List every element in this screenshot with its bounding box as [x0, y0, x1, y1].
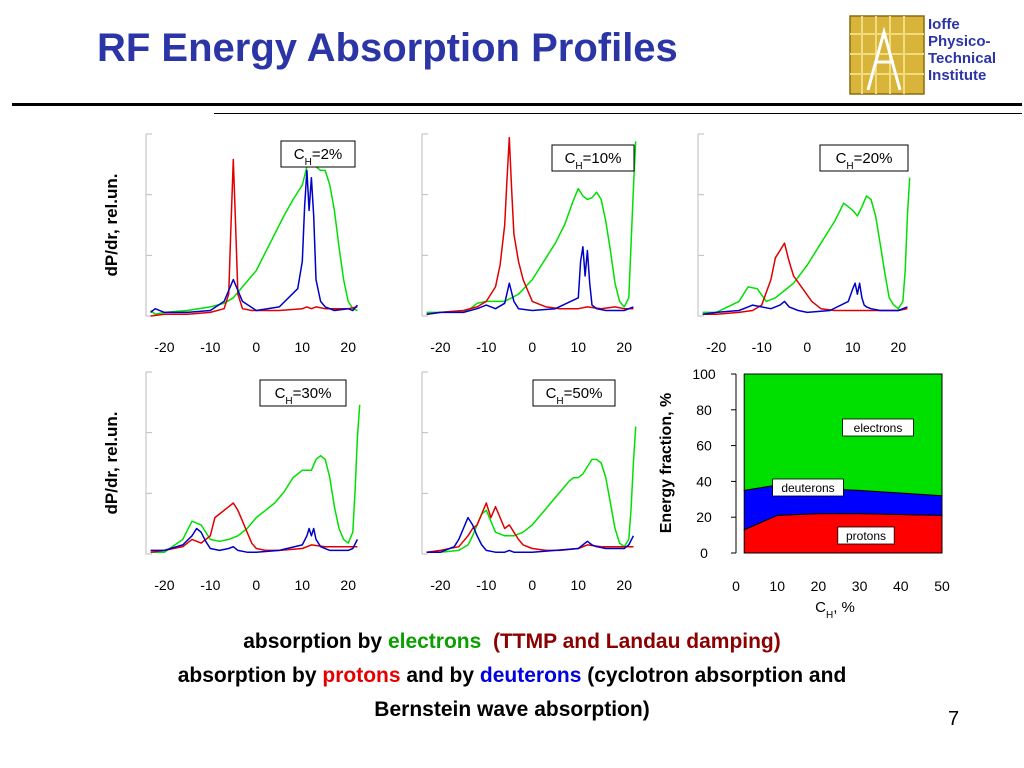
panel-label: CH=30% — [275, 385, 332, 407]
series-line — [426, 141, 637, 314]
caption-protons: protons — [322, 664, 401, 687]
x-tick-label: 10 — [294, 339, 310, 355]
title-rule-thin — [214, 113, 1022, 114]
institute-logo — [849, 15, 925, 95]
area-label-box — [837, 526, 895, 545]
area-label-electrons: electrons — [854, 421, 903, 435]
x-tick-label: -20 — [154, 577, 174, 593]
series-line — [150, 502, 358, 553]
y-tick-label: 40 — [696, 473, 712, 489]
page-number: 7 — [948, 708, 960, 730]
panel-label: CH=50% — [546, 385, 603, 407]
series-line — [150, 404, 361, 553]
caption-ttmp: (TTMP and Landau damping) — [492, 630, 781, 653]
series-line — [702, 177, 911, 314]
panel-label-box — [532, 379, 616, 407]
x-tick-label: -10 — [476, 339, 496, 355]
x-tick-label: 10 — [294, 577, 310, 593]
y-axis-label: dP/dr, rel.un. — [102, 412, 121, 515]
logo-line: Institute — [928, 67, 987, 84]
series-line — [150, 527, 359, 553]
x-tick-label: 20 — [811, 578, 827, 594]
logo-text: Ioffe Physico- Technical Institute — [928, 16, 996, 84]
x-tick-label: -10 — [200, 577, 220, 593]
series-line — [426, 426, 637, 553]
x-tick-label: 10 — [845, 339, 861, 355]
caption-line-1: absorption by electrons (TTMP and Landau… — [0, 625, 1024, 659]
caption-deuterons: deuterons — [479, 664, 582, 687]
x-tick-label: 10 — [570, 577, 586, 593]
caption: absorption by electrons (TTMP and Landau… — [0, 625, 1024, 727]
series-line — [426, 246, 634, 315]
x-tick-label: -20 — [430, 339, 450, 355]
caption-electrons: electrons — [387, 630, 482, 653]
x-tick-label: -10 — [752, 339, 772, 355]
caption-text: absorption by — [177, 664, 323, 687]
x-tick-label: 20 — [616, 339, 632, 355]
area-label-protons: protons — [846, 529, 886, 543]
area-label-box — [772, 478, 844, 497]
absorption-charts: -20 -10 0 10 20 dP/dr, rel.un. CH=2% -20 -10 0 10 2… — [102, 133, 950, 620]
x-tick-label: -20 — [706, 339, 726, 355]
caption-line-3: Bernstein wave absorption) — [374, 698, 650, 721]
panel-label-box — [819, 144, 909, 172]
x-tick-label: -10 — [200, 339, 220, 355]
y-tick-label: 20 — [696, 509, 712, 525]
y-tick-label: 60 — [696, 438, 712, 454]
x-tick-label: -20 — [430, 577, 450, 593]
x-tick-label: 20 — [891, 339, 907, 355]
series-line — [702, 242, 908, 315]
series-line — [426, 516, 635, 553]
area-label-deuterons: deuterons — [781, 481, 834, 495]
x-tick-label: 0 — [803, 339, 811, 355]
caption-text: (cyclotron absorption and — [581, 664, 847, 687]
panel-label: CH=10% — [565, 150, 622, 172]
logo-crystal-icon — [866, 26, 902, 91]
x-tick-label: -10 — [476, 577, 496, 593]
caption-text: and by — [400, 664, 480, 687]
x-tick-label: 10 — [570, 339, 586, 355]
slide-title: RF Energy Absorption Profiles — [97, 26, 678, 70]
caption-line-2: absorption by protons and by deuterons (… — [0, 659, 1024, 693]
logo-line: Physico- — [928, 33, 991, 50]
x-tick-label: 20 — [616, 577, 632, 593]
x-tick-label: 0 — [528, 577, 536, 593]
x-tick-label: 0 — [252, 577, 260, 593]
title-rule — [12, 103, 1022, 106]
logo-line: Ioffe — [928, 16, 960, 33]
panel-label-box — [551, 144, 635, 172]
x-tick-label: 30 — [852, 578, 868, 594]
x-axis-label: CH, % — [815, 599, 855, 620]
y-tick-label: 0 — [700, 545, 708, 561]
panel-label-box — [259, 379, 347, 407]
series-line — [426, 136, 634, 315]
series-line — [150, 162, 358, 315]
caption-text: absorption by — [243, 630, 388, 653]
y-tick-label: 80 — [696, 402, 712, 418]
area-label-box — [842, 418, 914, 437]
panel-label: CH=2% — [294, 146, 343, 168]
panel-label: CH=20% — [836, 150, 893, 172]
x-tick-label: 20 — [340, 577, 356, 593]
series-line — [702, 282, 908, 315]
y-axis-label: Energy fraction, % — [658, 393, 675, 533]
y-axis-label: dP/dr, rel.un. — [102, 174, 121, 277]
x-tick-label: -20 — [154, 339, 174, 355]
y-tick-label: 100 — [692, 366, 716, 382]
x-tick-label: 40 — [893, 578, 909, 594]
series-line — [150, 169, 358, 314]
x-tick-label: 0 — [528, 339, 536, 355]
x-tick-label: 0 — [732, 578, 740, 594]
series-line — [150, 158, 358, 317]
panel-label-box — [280, 140, 356, 168]
x-tick-label: 20 — [340, 339, 356, 355]
x-tick-label: 10 — [769, 578, 785, 594]
logo-line: Technical — [928, 50, 997, 67]
x-tick-label: 0 — [252, 339, 260, 355]
x-tick-label: 50 — [934, 578, 950, 594]
